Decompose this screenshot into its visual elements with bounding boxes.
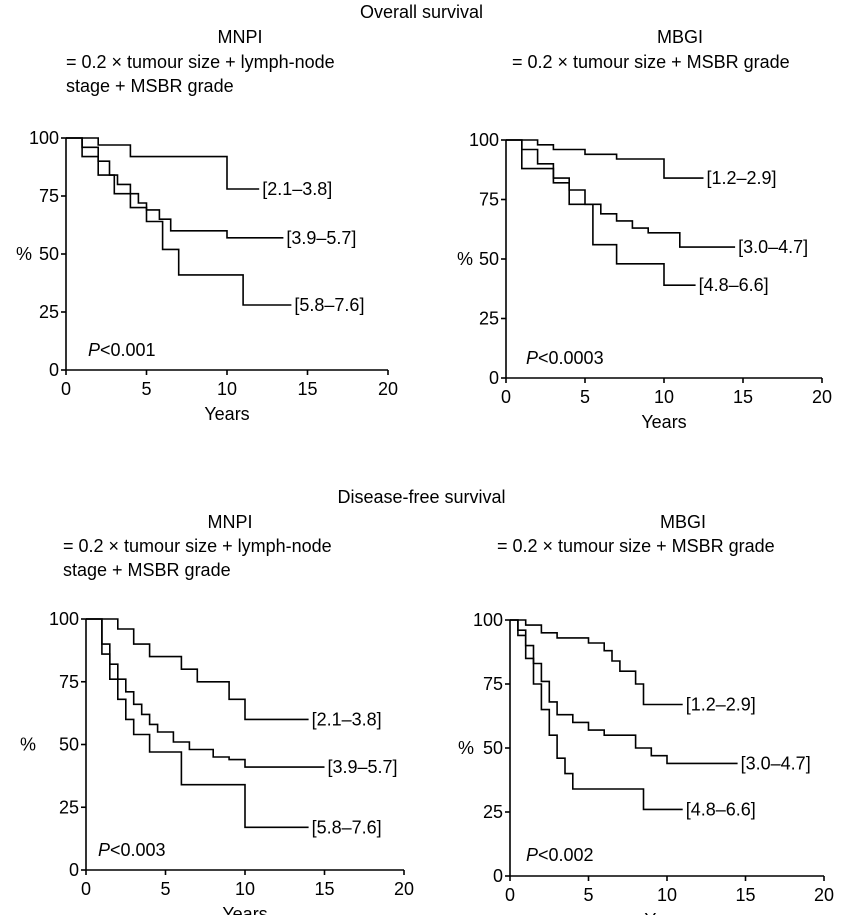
survival-curve [66,137,284,239]
x-tick-label: 15 [314,879,334,899]
curve-group-label: [3.9–5.7] [286,228,356,248]
formula-line-1: = 0.2 × tumour size + MSBR grade [512,52,790,72]
curve-group-label: [5.8–7.6] [294,295,364,315]
y-tick-label: 0 [69,860,79,880]
y-tick-label: 75 [479,190,499,210]
x-axis-label: Years [641,412,686,432]
y-axis-label: % [458,738,474,758]
formula-dfs-mbgi: = 0.2 × tumour size + MSBR grade [497,534,775,558]
x-tick-label: 5 [583,885,593,905]
x-tick-label: 10 [657,885,677,905]
survival-curve [506,139,696,286]
curve-group-label: [4.8–6.6] [686,799,756,819]
curve-group-label: [2.1–3.8] [262,179,332,199]
curve-group-label: [3.9–5.7] [328,757,398,777]
x-tick-label: 0 [505,885,515,905]
y-tick-label: 75 [483,674,503,694]
survival-curve [506,139,704,179]
x-tick-label: 10 [654,387,674,407]
y-tick-label: 0 [493,866,503,886]
section-title-overall: Overall survival [359,2,484,22]
p-value-annotation: P<0.003 [98,840,166,860]
formula-line-1: = 0.2 × tumour size + lymph-node [63,536,332,556]
formula-line-2: stage + MSBR grade [63,560,231,580]
survival-curve [510,619,683,706]
y-axis-label: % [20,735,36,755]
x-tick-label: 5 [580,387,590,407]
x-tick-label: 0 [501,387,511,407]
x-tick-label: 20 [378,379,398,399]
survival-curve [510,619,738,765]
p-value-annotation: P<0.0003 [526,348,604,368]
x-axis-label: Years [204,404,249,424]
x-tick-label: 20 [814,885,834,905]
survival-curve [66,137,292,306]
y-tick-label: 100 [473,610,503,630]
x-tick-label: 15 [735,885,755,905]
section-title-disease-free: Disease-free survival [337,487,506,507]
formula-os-mbgi: = 0.2 × tumour size + MSBR grade [512,50,790,74]
formula-line-1: = 0.2 × tumour size + MSBR grade [497,536,775,556]
y-tick-label: 75 [39,186,59,206]
survival-curve [510,619,683,811]
y-tick-label: 25 [59,797,79,817]
x-tick-label: 20 [812,387,832,407]
panel-title-os-mnpi: MNPI [217,27,263,47]
x-tick-label: 0 [81,879,91,899]
y-tick-label: 50 [483,738,503,758]
y-tick-label: 25 [479,309,499,329]
y-tick-label: 0 [49,360,59,380]
panel-title-dfs-mnpi: MNPI [207,512,253,532]
p-value-annotation: P<0.002 [526,845,594,865]
curve-group-label: [4.8–6.6] [699,275,769,295]
survival-curve [86,618,309,721]
panel-title-os-mbgi: MBGI [656,27,703,47]
y-tick-label: 75 [59,672,79,692]
survival-curve [66,137,260,190]
panel-title-dfs-mbgi: MBGI [659,512,706,532]
x-tick-label: 10 [235,879,255,899]
y-axis-label: % [16,244,32,264]
formula-dfs-mnpi: = 0.2 × tumour size + lymph-node stage +… [63,534,332,582]
curve-group-label: [1.2–2.9] [686,694,756,714]
y-tick-label: 100 [49,609,79,629]
x-tick-label: 15 [733,387,753,407]
x-tick-label: 10 [217,379,237,399]
x-tick-label: 5 [141,379,151,399]
y-axis-label: % [457,249,473,269]
x-tick-label: 15 [297,379,317,399]
y-tick-label: 50 [39,244,59,264]
x-tick-label: 0 [61,379,71,399]
formula-line-2: stage + MSBR grade [66,76,234,96]
curve-group-label: [5.8–7.6] [312,817,382,837]
y-tick-label: 100 [469,130,499,150]
x-tick-label: 5 [160,879,170,899]
y-tick-label: 0 [489,368,499,388]
curve-group-label: [3.0–4.7] [738,237,808,257]
y-tick-label: 50 [479,249,499,269]
curve-group-label: [2.1–3.8] [312,709,382,729]
survival-curve [86,618,309,829]
formula-os-mnpi: = 0.2 × tumour size + lymph-node stage +… [66,50,335,98]
y-tick-label: 25 [483,802,503,822]
formula-line-1: = 0.2 × tumour size + lymph-node [66,52,335,72]
y-tick-label: 100 [29,128,59,148]
y-tick-label: 25 [39,302,59,322]
survival-curve [86,618,325,768]
y-tick-label: 50 [59,735,79,755]
curve-group-label: [3.0–4.7] [741,753,811,773]
x-tick-label: 20 [394,879,414,899]
x-axis-label: Years [222,904,267,915]
x-axis-label: Years [644,910,689,915]
p-value-annotation: P<0.001 [88,340,156,360]
curve-group-label: [1.2–2.9] [707,168,777,188]
